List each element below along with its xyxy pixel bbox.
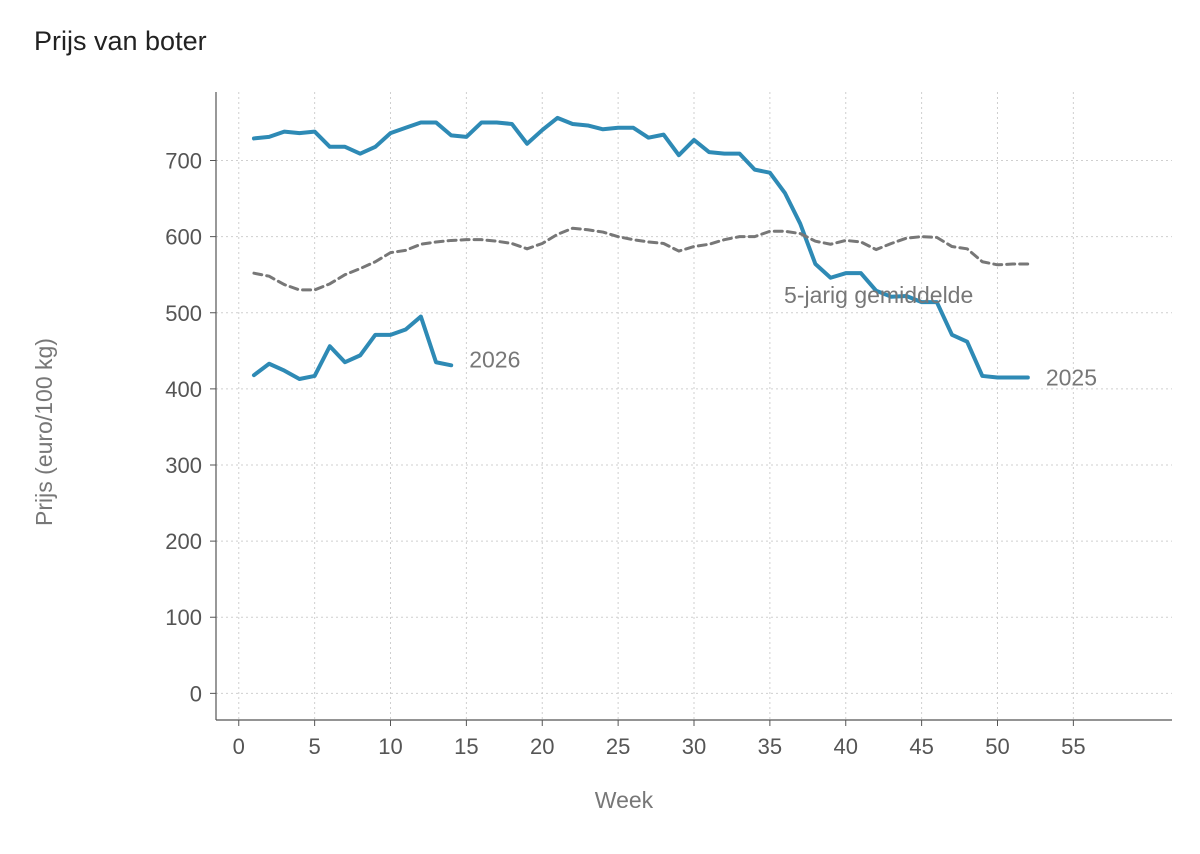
x-tick-label: 55 xyxy=(1061,734,1085,759)
series-label-2025: 2025 xyxy=(1046,364,1097,390)
x-tick-label: 45 xyxy=(909,734,933,759)
series-line-5-jarig-gemiddelde xyxy=(252,226,1030,292)
x-tick-label: 0 xyxy=(233,734,245,759)
x-tick-label: 30 xyxy=(682,734,706,759)
x-tick-label: 20 xyxy=(530,734,554,759)
series-line-2025 xyxy=(251,115,1030,380)
x-tick-label: 35 xyxy=(758,734,782,759)
y-tick-label: 700 xyxy=(165,149,202,174)
y-tick-label: 300 xyxy=(165,453,202,478)
x-tick-label: 10 xyxy=(378,734,402,759)
label-layer: 2025 2026 5-jarig gemiddelde xyxy=(469,282,1097,391)
y-tick-label: 500 xyxy=(165,301,202,326)
y-axis-title: Prijs (euro/100 kg) xyxy=(31,338,57,526)
y-tick-label: 400 xyxy=(165,377,202,402)
y-tick-label: 100 xyxy=(165,605,202,630)
grid-layer xyxy=(216,92,1172,720)
series-layer xyxy=(251,115,1030,381)
x-axis-title: Week xyxy=(595,787,654,813)
series-label-5-jarig-gemiddelde: 5-jarig gemiddelde xyxy=(784,282,973,308)
y-tick-label: 0 xyxy=(190,681,202,706)
y-tick-label: 600 xyxy=(165,225,202,250)
y-tick-label: 200 xyxy=(165,529,202,554)
x-tick-label: 50 xyxy=(985,734,1009,759)
x-tick-label: 25 xyxy=(606,734,630,759)
chart-title: Prijs van boter xyxy=(34,26,207,56)
series-line-2026 xyxy=(251,314,454,381)
series-label-2026: 2026 xyxy=(469,346,520,372)
x-tick-label: 5 xyxy=(309,734,321,759)
axis-layer: 0 5 10 15 20 25 30 35 40 45 50 55010020030040050060… xyxy=(165,92,1172,759)
x-tick-label: 15 xyxy=(454,734,478,759)
x-tick-label: 40 xyxy=(834,734,858,759)
